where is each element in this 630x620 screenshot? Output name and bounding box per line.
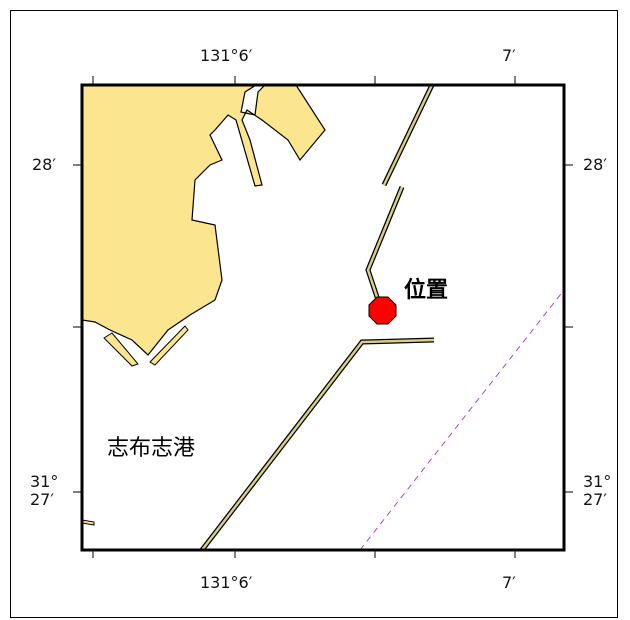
breakwater: [201, 338, 435, 551]
boundary-line: [359, 289, 565, 551]
bottom-lon-label-a: 131°6′: [200, 573, 253, 592]
breakwater: [366, 186, 404, 301]
map-frame: [80, 83, 566, 552]
position-marker: [368, 296, 397, 325]
port-name-label: 志布志港: [107, 436, 196, 461]
position-marker-label: 位置: [404, 278, 449, 303]
pier-fragment: [81, 519, 95, 526]
breakwater: [382, 84, 434, 186]
top-lon-label-b: 7′: [502, 46, 516, 65]
left-lat-label-a: 28′: [32, 155, 56, 174]
pier-fragment: [149, 325, 189, 366]
ticks: [73, 76, 573, 558]
map-outer-frame: [10, 10, 618, 618]
pier-fragment: [103, 332, 139, 367]
left-lat-label-b: 31° 27′: [30, 472, 59, 509]
bottom-lon-label-b: 7′: [502, 573, 516, 592]
top-lon-label-a: 131°6′: [200, 46, 253, 65]
right-lat-label-b: 31° 27′: [583, 472, 612, 509]
land-area: [81, 84, 326, 356]
breakwater: [200, 337, 435, 552]
right-lat-label-a: 28′: [583, 155, 607, 174]
